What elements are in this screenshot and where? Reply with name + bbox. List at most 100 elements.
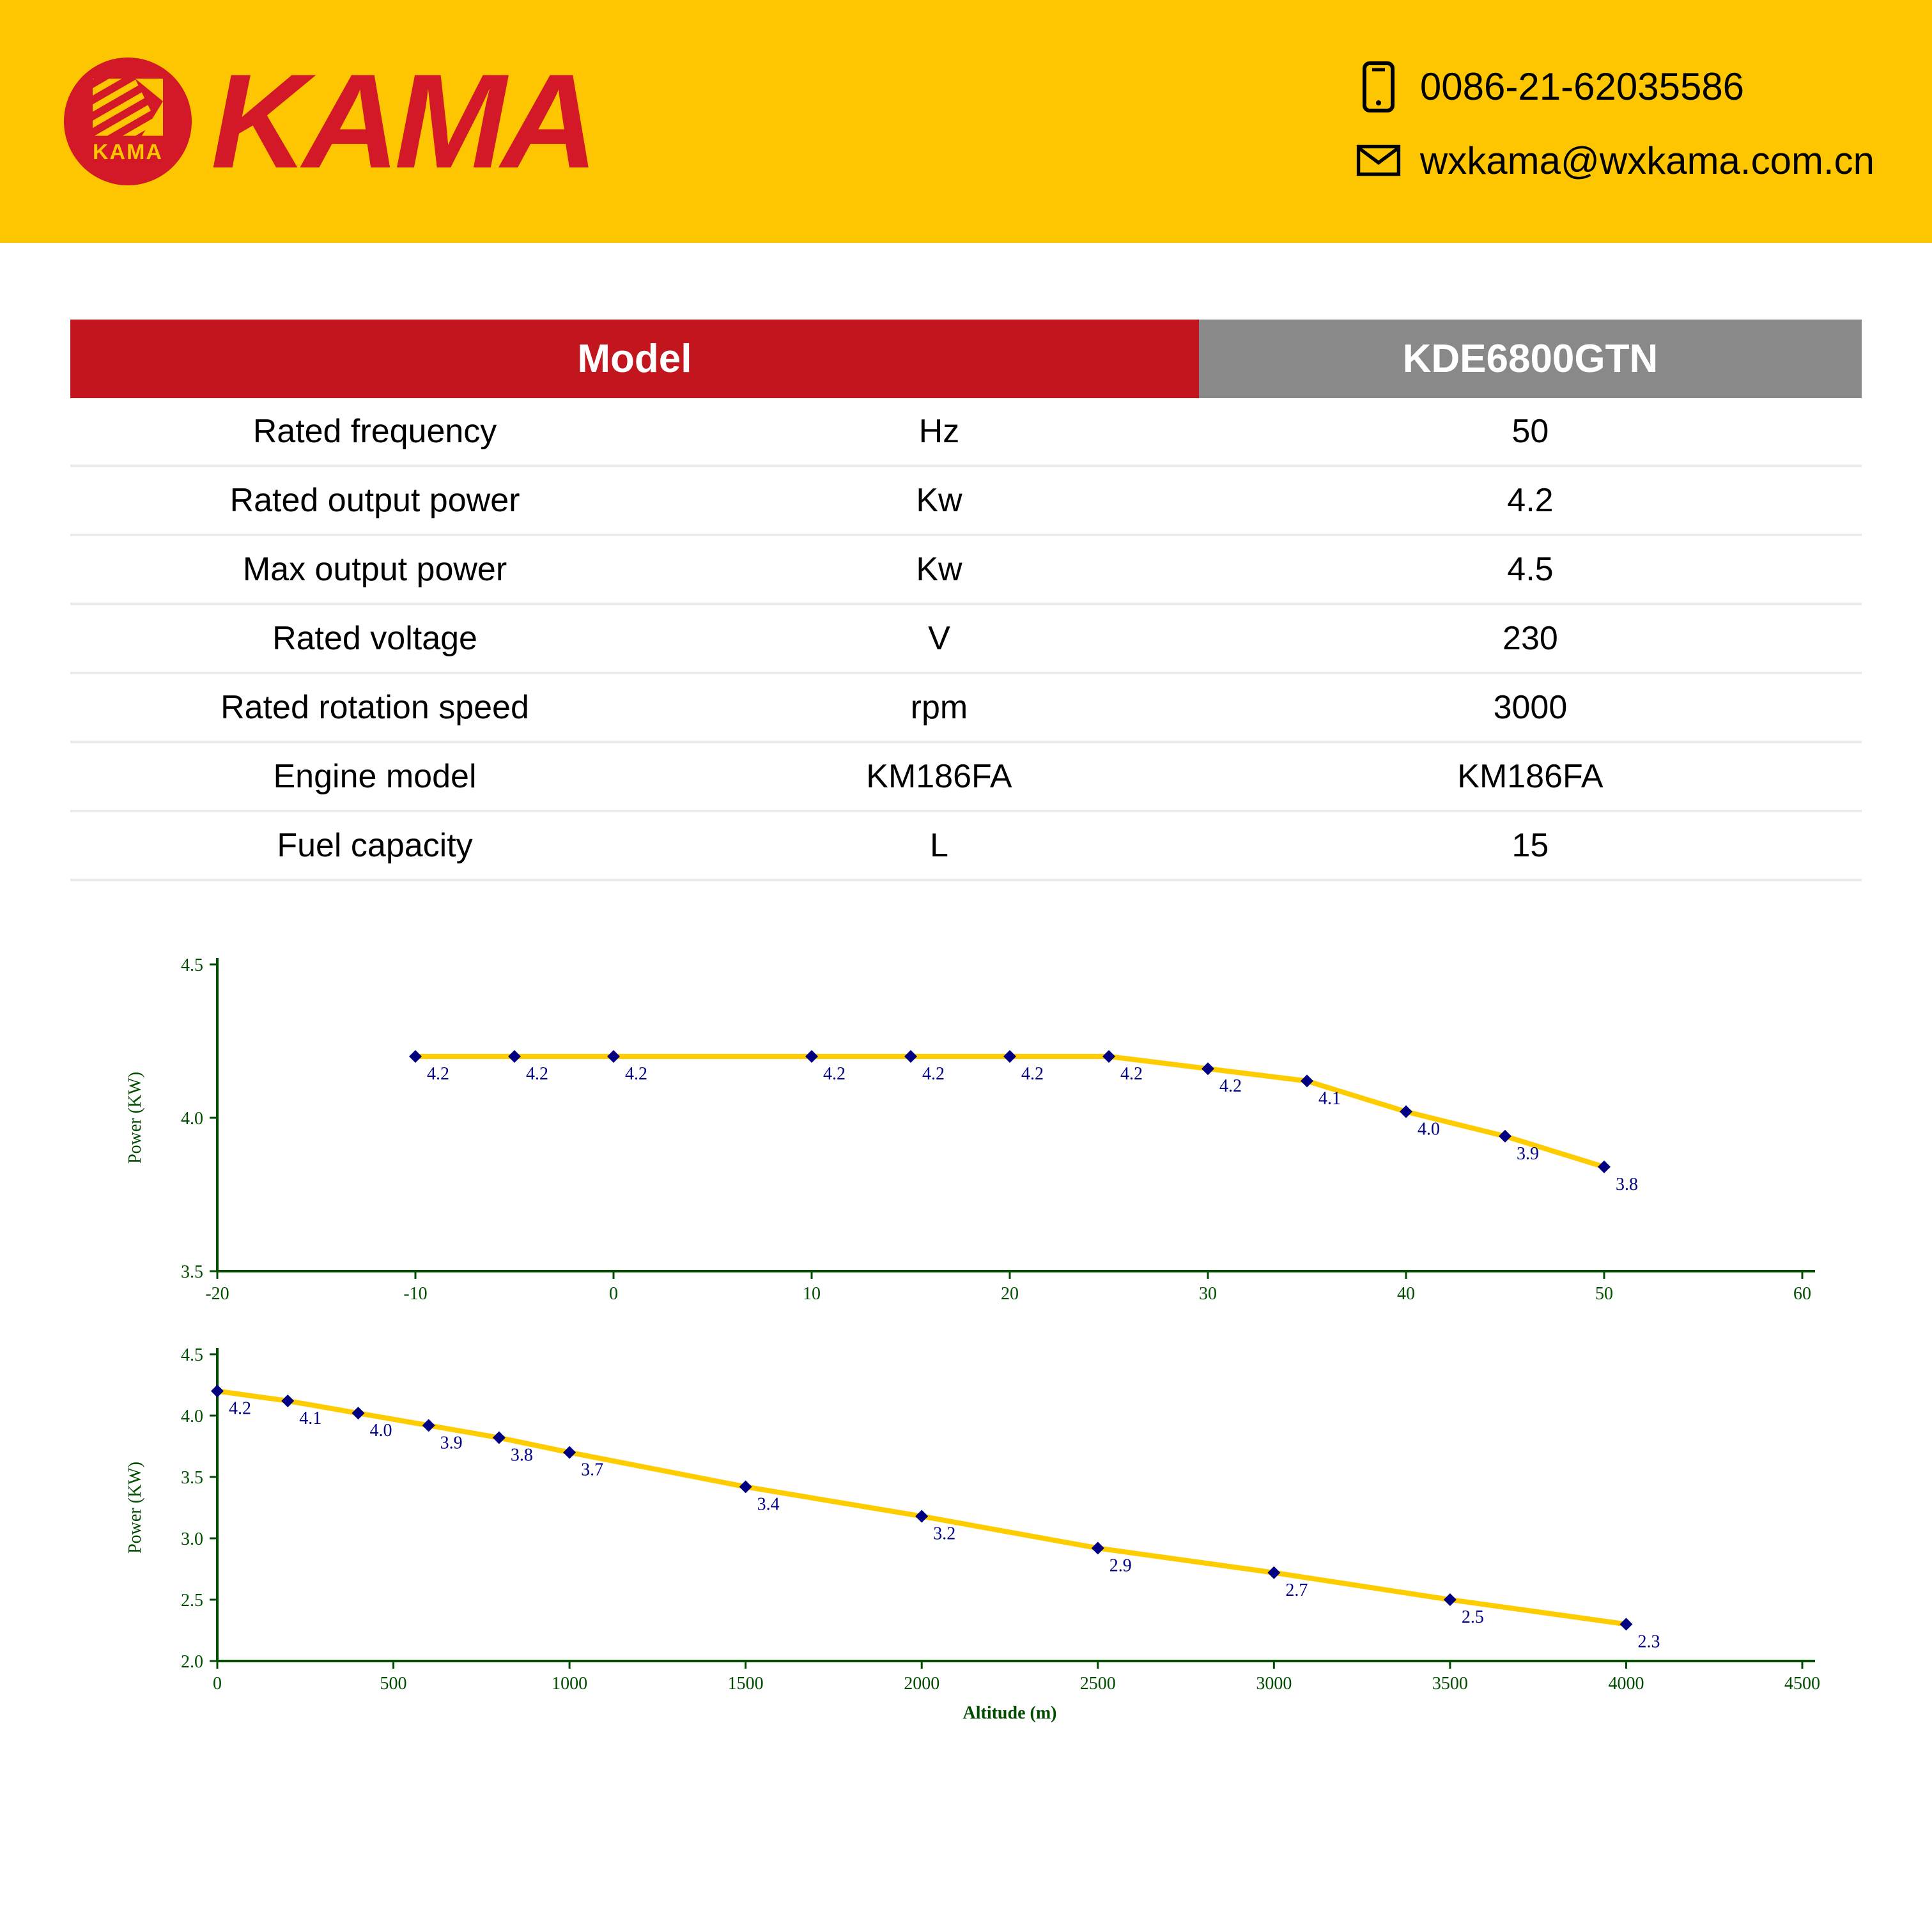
table-row: Engine model KM186FA KM186FA <box>70 742 1862 811</box>
svg-text:4000: 4000 <box>1608 1674 1644 1694</box>
phone-number: 0086-21-62035586 <box>1420 65 1744 109</box>
svg-text:2.7: 2.7 <box>1285 1580 1308 1600</box>
svg-text:50: 50 <box>1595 1284 1613 1304</box>
svg-text:2.9: 2.9 <box>1109 1556 1132 1575</box>
contact-email-row: wxkama@wxkama.com.cn <box>1356 139 1874 183</box>
svg-text:4.1: 4.1 <box>299 1409 321 1428</box>
svg-text:3000: 3000 <box>1256 1674 1292 1694</box>
svg-text:4500: 4500 <box>1784 1674 1820 1694</box>
svg-text:3.0: 3.0 <box>181 1529 203 1549</box>
svg-text:-20: -20 <box>205 1284 229 1304</box>
phone-icon <box>1356 61 1401 113</box>
chart-bottom-wrap: 0 500 1000 1500 2000 2500 3000 3500 4000 4500 2.0 2… <box>77 1335 1855 1744</box>
svg-text:0: 0 <box>609 1284 618 1304</box>
contact-phone-row: 0086-21-62035586 <box>1356 61 1874 113</box>
svg-text:4.2: 4.2 <box>526 1064 548 1084</box>
svg-text:4.0: 4.0 <box>181 1109 203 1129</box>
spec-unit: V <box>679 604 1199 673</box>
svg-text:3.8: 3.8 <box>511 1446 533 1465</box>
svg-text:2.3: 2.3 <box>1637 1632 1660 1651</box>
svg-text:4.1: 4.1 <box>1318 1088 1341 1108</box>
spec-value: 50 <box>1199 398 1862 466</box>
spec-param: Engine model <box>70 742 679 811</box>
svg-text:3.5: 3.5 <box>181 1468 203 1488</box>
svg-text:3.9: 3.9 <box>1517 1144 1539 1164</box>
svg-text:4.2: 4.2 <box>922 1064 945 1084</box>
svg-text:1500: 1500 <box>728 1674 764 1694</box>
svg-text:3.4: 3.4 <box>757 1494 780 1514</box>
spec-value: 4.5 <box>1199 535 1862 604</box>
spec-unit: rpm <box>679 673 1199 742</box>
brand-logo: KAMA KAMA <box>64 54 593 189</box>
spec-value: KM186FA <box>1199 742 1862 811</box>
brand-wordmark: KAMA <box>211 54 593 189</box>
svg-text:2.0: 2.0 <box>181 1652 203 1672</box>
svg-text:0: 0 <box>213 1674 222 1694</box>
brand-stripes-icon <box>93 79 163 136</box>
table-row: Rated voltage V 230 <box>70 604 1862 673</box>
svg-text:4.2: 4.2 <box>625 1064 647 1084</box>
table-header-row: Model KDE6800GTN <box>70 320 1862 398</box>
table-row: Rated frequency Hz 50 <box>70 398 1862 466</box>
spec-param: Rated output power <box>70 466 679 535</box>
svg-text:1000: 1000 <box>552 1674 587 1694</box>
spec-unit: Hz <box>679 398 1199 466</box>
svg-text:2.5: 2.5 <box>181 1591 203 1611</box>
svg-text:4.2: 4.2 <box>229 1399 251 1419</box>
spec-unit: L <box>679 811 1199 880</box>
svg-text:4.2: 4.2 <box>1021 1064 1044 1084</box>
svg-text:3.2: 3.2 <box>933 1524 955 1543</box>
svg-text:Power (KW): Power (KW) <box>125 1462 145 1554</box>
spec-unit: Kw <box>679 466 1199 535</box>
svg-text:500: 500 <box>380 1674 407 1694</box>
svg-text:-10: -10 <box>403 1284 427 1304</box>
spec-value: 4.2 <box>1199 466 1862 535</box>
spec-value: 15 <box>1199 811 1862 880</box>
spec-unit: KM186FA <box>679 742 1199 811</box>
svg-text:4.0: 4.0 <box>181 1407 203 1426</box>
svg-text:10: 10 <box>803 1284 821 1304</box>
svg-text:4.0: 4.0 <box>1418 1119 1440 1139</box>
mail-icon <box>1356 143 1401 178</box>
svg-text:2000: 2000 <box>904 1674 939 1694</box>
contact-block: 0086-21-62035586 wxkama@wxkama.com.cn <box>1356 61 1874 183</box>
svg-text:4.5: 4.5 <box>181 1345 203 1365</box>
table-row: Fuel capacity L 15 <box>70 811 1862 880</box>
table-body: Rated frequency Hz 50 Rated output power… <box>70 398 1862 880</box>
svg-text:Altitude (m): Altitude (m) <box>963 1703 1057 1723</box>
table-header-model: Model <box>70 320 1199 398</box>
svg-text:20: 20 <box>1001 1284 1019 1304</box>
brand-badge: KAMA <box>64 58 192 185</box>
svg-text:4.0: 4.0 <box>369 1421 392 1441</box>
svg-text:30: 30 <box>1199 1284 1217 1304</box>
table-row: Rated output power Kw 4.2 <box>70 466 1862 535</box>
table-row: Max output power Kw 4.5 <box>70 535 1862 604</box>
spec-param: Fuel capacity <box>70 811 679 880</box>
table-row: Rated rotation speed rpm 3000 <box>70 673 1862 742</box>
svg-text:4.2: 4.2 <box>823 1064 846 1084</box>
spec-param: Rated rotation speed <box>70 673 679 742</box>
svg-text:4.5: 4.5 <box>181 955 203 975</box>
svg-text:4.2: 4.2 <box>427 1064 449 1084</box>
spec-param: Rated frequency <box>70 398 679 466</box>
charts-block: -20 -10 0 10 20 30 40 50 60 3.5 4.0 4.5 4.2 4.2 4.2 4.2… <box>70 939 1862 1744</box>
spec-unit: Kw <box>679 535 1199 604</box>
svg-text:2500: 2500 <box>1080 1674 1116 1694</box>
chart-top-wrap: -20 -10 0 10 20 30 40 50 60 3.5 4.0 4.5 4.2 4.2 4.2 4.2… <box>77 939 1855 1335</box>
spec-value: 3000 <box>1199 673 1862 742</box>
svg-text:4.2: 4.2 <box>1120 1064 1143 1084</box>
power-vs-temperature-chart: -20 -10 0 10 20 30 40 50 60 3.5 4.0 4.5 4.2 4.2 4.2 4.2… <box>77 939 1853 1335</box>
brand-badge-text: KAMA <box>93 140 163 165</box>
page-header: KAMA KAMA 0086-21-62035586 wxkama@wxkama… <box>0 0 1932 243</box>
svg-text:40: 40 <box>1397 1284 1415 1304</box>
spec-param: Max output power <box>70 535 679 604</box>
table-header-value: KDE6800GTN <box>1199 320 1862 398</box>
svg-text:Power (KW): Power (KW) <box>125 1072 145 1164</box>
svg-text:60: 60 <box>1793 1284 1811 1304</box>
svg-text:3.7: 3.7 <box>581 1460 603 1480</box>
svg-text:4.2: 4.2 <box>1219 1076 1242 1096</box>
svg-text:3500: 3500 <box>1432 1674 1468 1694</box>
svg-text:3.5: 3.5 <box>181 1262 203 1282</box>
power-vs-altitude-chart: 0 500 1000 1500 2000 2500 3000 3500 4000 4500 2.0 2… <box>77 1335 1853 1744</box>
email-address: wxkama@wxkama.com.cn <box>1420 139 1874 183</box>
